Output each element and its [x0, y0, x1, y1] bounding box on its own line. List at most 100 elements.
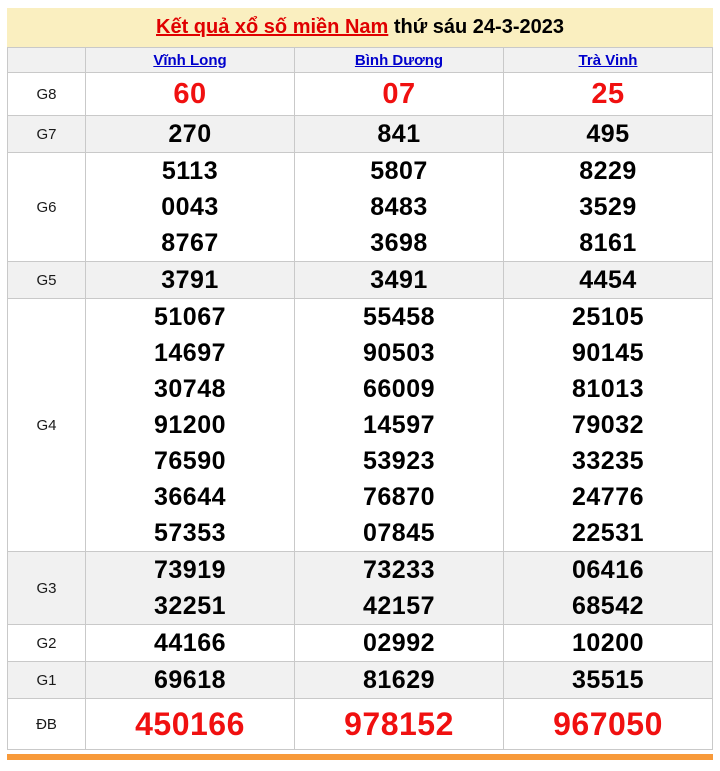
- prize-number: 8229: [579, 157, 637, 185]
- province-header: Vĩnh Long: [85, 47, 295, 73]
- province-header: Bình Dương: [294, 47, 504, 73]
- column-header-row: Vĩnh Long Bình Dương Trà Vinh: [7, 47, 713, 73]
- prize-number: 36644: [153, 483, 227, 511]
- prize-number: 66009: [362, 375, 436, 403]
- prize-label: G3: [7, 551, 86, 625]
- prize-number: 495: [586, 120, 630, 148]
- prize-number: 07: [382, 78, 416, 110]
- prize-number: 90145: [571, 339, 645, 367]
- prize-number: 0043: [161, 193, 219, 221]
- prize-number: 02992: [362, 629, 436, 657]
- result-cell: 60: [85, 72, 295, 116]
- result-cell: 35515: [503, 661, 713, 699]
- jackpot-number: 978152: [344, 706, 454, 742]
- prize-number: 33235: [571, 447, 645, 475]
- prize-number: 76590: [153, 447, 227, 475]
- prize-number: 60: [173, 78, 207, 110]
- prize-number: 25: [591, 78, 625, 110]
- prize-label: G8: [7, 72, 86, 116]
- prize-number: 32251: [153, 592, 227, 620]
- corner-cell: [7, 47, 86, 73]
- result-cell: 10200: [503, 624, 713, 662]
- results-table: Vĩnh Long Bình Dương Trà Vinh G8 60 07 25 G7 27…: [7, 47, 713, 750]
- prize-number: 81013: [571, 375, 645, 403]
- prize-number: 841: [377, 120, 421, 148]
- prize-number: 35515: [571, 666, 645, 694]
- prize-number: 44166: [153, 629, 227, 657]
- result-cell: 55458 90503 66009 14597 53923 76870 07845: [294, 298, 504, 552]
- prize-number: 42157: [362, 592, 436, 620]
- province-header: Trà Vinh: [503, 47, 713, 73]
- prize-number: 8767: [161, 229, 219, 257]
- title-bar: Kết quả xổ số miền Nam thứ sáu 24-3-2023: [7, 8, 713, 47]
- province-link[interactable]: Trà Vinh: [578, 51, 638, 69]
- title-link[interactable]: Kết quả xổ số miền Nam: [156, 16, 389, 38]
- prize-number: 73919: [153, 556, 227, 584]
- prize-number: 91200: [153, 411, 227, 439]
- prize-label: G2: [7, 624, 86, 662]
- prize-row-ĐB: ĐB 450166 978152 967050: [7, 698, 713, 750]
- result-cell: 3491: [294, 261, 504, 299]
- result-cell: 841: [294, 115, 504, 153]
- prize-row-G5: G5 3791 3491 4454: [7, 261, 713, 299]
- result-cell: 4454: [503, 261, 713, 299]
- prize-number: 57353: [153, 519, 227, 547]
- prize-number: 69618: [153, 666, 227, 694]
- result-cell: 06416 68542: [503, 551, 713, 625]
- prize-number: 81629: [362, 666, 436, 694]
- prize-number: 10200: [571, 629, 645, 657]
- prize-label: G5: [7, 261, 86, 299]
- prize-number: 90503: [362, 339, 436, 367]
- prize-number: 73233: [362, 556, 436, 584]
- prize-number: 3698: [370, 229, 428, 257]
- prize-number: 06416: [571, 556, 645, 584]
- province-link[interactable]: Bình Dương: [354, 51, 444, 69]
- prize-number: 07845: [362, 519, 436, 547]
- prize-number: 55458: [362, 303, 436, 331]
- prize-row-G1: G1 69618 81629 35515: [7, 661, 713, 699]
- prize-number: 68542: [571, 592, 645, 620]
- result-cell: 81629: [294, 661, 504, 699]
- result-cell: 270: [85, 115, 295, 153]
- prize-number: 3491: [370, 266, 428, 294]
- prize-number: 22531: [571, 519, 645, 547]
- prize-number: 53923: [362, 447, 436, 475]
- result-cell: 69618: [85, 661, 295, 699]
- prize-label: G6: [7, 152, 86, 262]
- prize-number: 8161: [579, 229, 637, 257]
- result-cell: 495: [503, 115, 713, 153]
- prize-row-G4: G4 51067 14697 30748 91200 76590 36644 57353 554…: [7, 298, 713, 552]
- result-cell: 8229 3529 8161: [503, 152, 713, 262]
- prize-number: 79032: [571, 411, 645, 439]
- result-cell: 5807 8483 3698: [294, 152, 504, 262]
- result-cell: 73233 42157: [294, 551, 504, 625]
- prize-number: 8483: [370, 193, 428, 221]
- result-cell: 967050: [503, 698, 713, 750]
- result-cell: 44166: [85, 624, 295, 662]
- title-date: thứ sáu 24-3-2023: [388, 16, 564, 38]
- prize-label: ĐB: [7, 698, 86, 750]
- bottom-divider-bar: [7, 754, 713, 760]
- prize-number: 24776: [571, 483, 645, 511]
- prize-row-G2: G2 44166 02992 10200: [7, 624, 713, 662]
- result-cell: 07: [294, 72, 504, 116]
- province-link[interactable]: Vĩnh Long: [153, 51, 227, 69]
- prize-number: 76870: [362, 483, 436, 511]
- prize-row-G6: G6 5113 0043 8767 5807 8483 3698 8229 3529 8161: [7, 152, 713, 262]
- prize-number: 270: [168, 120, 212, 148]
- result-cell: 450166: [85, 698, 295, 750]
- prize-number: 5113: [161, 157, 219, 185]
- prize-row-G3: G3 73919 32251 73233 42157 06416 68542: [7, 551, 713, 625]
- jackpot-number: 450166: [135, 706, 245, 742]
- result-cell: 73919 32251: [85, 551, 295, 625]
- prize-number: 51067: [153, 303, 227, 331]
- result-cell: 25105 90145 81013 79032 33235 24776 22531: [503, 298, 713, 552]
- jackpot-number: 967050: [553, 706, 663, 742]
- prize-number: 3791: [161, 266, 219, 294]
- result-cell: 5113 0043 8767: [85, 152, 295, 262]
- prize-number: 5807: [370, 157, 428, 185]
- prize-row-G7: G7 270 841 495: [7, 115, 713, 153]
- result-cell: 3791: [85, 261, 295, 299]
- prize-row-G8: G8 60 07 25: [7, 72, 713, 116]
